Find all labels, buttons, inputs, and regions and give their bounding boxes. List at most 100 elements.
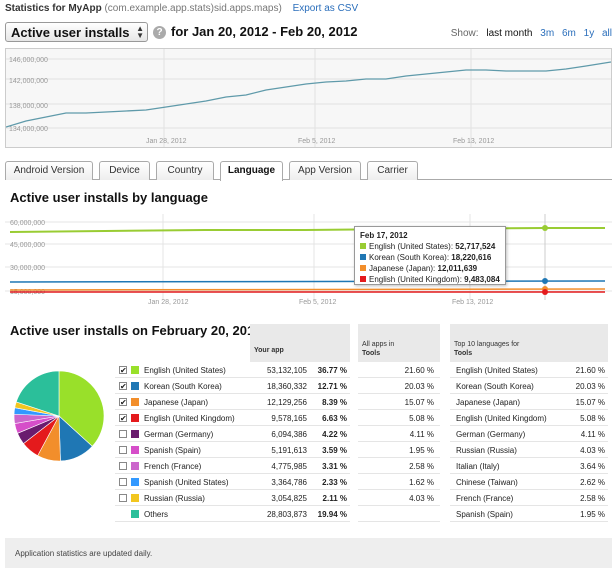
row-checkbox[interactable]: [119, 430, 127, 438]
top10-language: Russian (Russia): [456, 446, 517, 455]
hover-point: [542, 289, 548, 295]
install-count: 18,360,332: [266, 382, 307, 391]
tab-app-version[interactable]: App Version: [289, 161, 361, 180]
tab-android-version[interactable]: Android Version: [5, 161, 93, 180]
tab-device[interactable]: Device: [99, 161, 150, 180]
all-apps-row: 21.60 %: [358, 362, 440, 378]
app-title: Statistics for MyApp: [5, 3, 102, 14]
all-apps-pct: 20.03 %: [404, 382, 434, 391]
all-apps-pct: 5.08 %: [409, 414, 434, 423]
table-title: Active user installs on February 20, 201…: [10, 323, 262, 338]
range-3m[interactable]: 3m: [540, 28, 555, 39]
row-checkbox[interactable]: ✔: [119, 398, 127, 407]
col-header-your-app: Your app: [250, 324, 350, 362]
all-apps-row: 4.11 %: [358, 426, 440, 442]
color-swatch: [131, 510, 139, 518]
all-apps-row: 4.03 %: [358, 490, 440, 506]
install-pct: 36.77 %: [317, 366, 347, 375]
series-korean: [9, 280, 606, 283]
color-swatch: [131, 462, 139, 470]
tab-language[interactable]: Language: [220, 161, 283, 181]
tab-carrier[interactable]: Carrier: [367, 161, 418, 180]
top10-language: Korean (South Korea): [456, 382, 534, 391]
table-row: French (France) 4,775,985 3.31 %: [115, 458, 350, 474]
language-chart-svg: 60,000,000 45,000,000 30,000,000 15,000,…: [5, 214, 612, 306]
all-apps-row: 2.58 %: [358, 458, 440, 474]
range-1y[interactable]: 1y: [583, 28, 595, 39]
all-apps-row: 15.07 %: [358, 394, 440, 410]
top10-pct: 4.11 %: [580, 430, 605, 439]
row-checkbox[interactable]: ✔: [119, 414, 127, 423]
row-checkbox[interactable]: [119, 478, 127, 486]
all-apps-row: 5.08 %: [358, 410, 440, 426]
main-chart-svg: 146,000,000 142,000,000 138,000,000 134,…: [6, 49, 611, 147]
install-pct: 2.11 %: [322, 494, 347, 503]
install-pct: 3.59 %: [322, 446, 347, 455]
top10-row: English (United States) 21.60 %: [450, 362, 608, 378]
row-checkbox[interactable]: ✔: [119, 382, 127, 391]
tooltip-value: 9,483,084: [464, 275, 500, 284]
language-name: German (Germany): [144, 430, 214, 439]
help-icon[interactable]: ?: [153, 26, 166, 39]
install-count: 28,803,873: [266, 510, 307, 519]
top10-row: German (Germany) 4.11 %: [450, 426, 608, 442]
series-japanese: [9, 288, 606, 291]
x-tick-label: Feb 13, 2012: [453, 138, 494, 145]
col-header-line: All apps in: [362, 341, 395, 348]
row-checkbox[interactable]: [119, 446, 127, 454]
install-pct: 3.31 %: [322, 462, 347, 471]
tab-country[interactable]: Country: [156, 161, 214, 180]
all-apps-row: 1.95 %: [358, 442, 440, 458]
col-header-line: Top 10 languages for: [454, 341, 520, 348]
top10-language: Japanese (Japan): [456, 398, 521, 407]
language-name: Russian (Russia): [144, 494, 205, 503]
col-header-category: Tools: [362, 350, 381, 357]
tooltip-row: English (United Kingdom): 9,483,084: [360, 274, 500, 285]
metric-select[interactable]: Active user installs ▲ ▼: [5, 22, 148, 42]
table-row: ✔ English (United Kingdom) 9,578,165 6.63 %: [115, 410, 350, 426]
range-all[interactable]: all: [601, 28, 612, 39]
y-tick-label: 45,000,000: [10, 242, 45, 249]
top10-pct: 21.60 %: [575, 366, 605, 375]
legend-swatch: [360, 243, 366, 249]
all-apps-row: 1.62 %: [358, 474, 440, 490]
row-checkbox[interactable]: [119, 494, 127, 502]
language-chart: 60,000,000 45,000,000 30,000,000 15,000,…: [5, 214, 612, 307]
install-pct: 19.94 %: [317, 510, 347, 519]
y-tick-label: 30,000,000: [10, 265, 45, 272]
all-apps-row: [358, 506, 440, 522]
table-row: ✔ English (United States) 53,132,105 36.77 …: [115, 362, 350, 378]
tooltip-value: 52,717,524: [455, 242, 496, 251]
pie-slice: [58, 370, 105, 447]
row-checkbox[interactable]: [119, 462, 127, 470]
color-swatch: [131, 446, 139, 454]
x-tick-label: Jan 28, 2012: [148, 299, 189, 306]
range-switcher: Show: last month 3m 6m 1y all: [446, 28, 612, 39]
row-checkbox[interactable]: ✔: [119, 366, 127, 375]
table-row: ✔ Japanese (Japan) 12,129,256 8.39 %: [115, 394, 350, 410]
install-pct: 6.63 %: [322, 414, 347, 423]
all-apps-pct: 21.60 %: [404, 366, 434, 375]
table-row: German (Germany) 6,094,386 4.22 %: [115, 426, 350, 442]
hover-point: [542, 278, 548, 284]
y-tick-label: 142,000,000: [9, 78, 48, 85]
col-header-category: Tools: [454, 350, 473, 357]
legend-swatch: [360, 265, 366, 271]
range-6m[interactable]: 6m: [561, 28, 576, 39]
top10-language: German (Germany): [456, 430, 526, 439]
x-tick-label: Feb 13, 2012: [452, 299, 493, 306]
y-tick-label: 146,000,000: [9, 57, 48, 64]
hover-point: [542, 225, 548, 231]
select-arrows-icon: ▲ ▼: [136, 24, 144, 40]
range-last-month[interactable]: last month: [486, 28, 533, 39]
all-apps-pct: 1.95 %: [409, 446, 434, 455]
y-tick-label: 60,000,000: [10, 220, 45, 227]
all-apps-pct: 15.07 %: [404, 398, 434, 407]
export-csv-link[interactable]: Export as CSV: [292, 3, 359, 14]
all-apps-pct: 2.58 %: [409, 462, 434, 471]
top10-pct: 5.08 %: [580, 414, 605, 423]
top10-pct: 20.03 %: [575, 382, 605, 391]
language-name: French (France): [144, 462, 202, 471]
legend-swatch: [360, 254, 366, 260]
top10-row: Korean (South Korea) 20.03 %: [450, 378, 608, 394]
